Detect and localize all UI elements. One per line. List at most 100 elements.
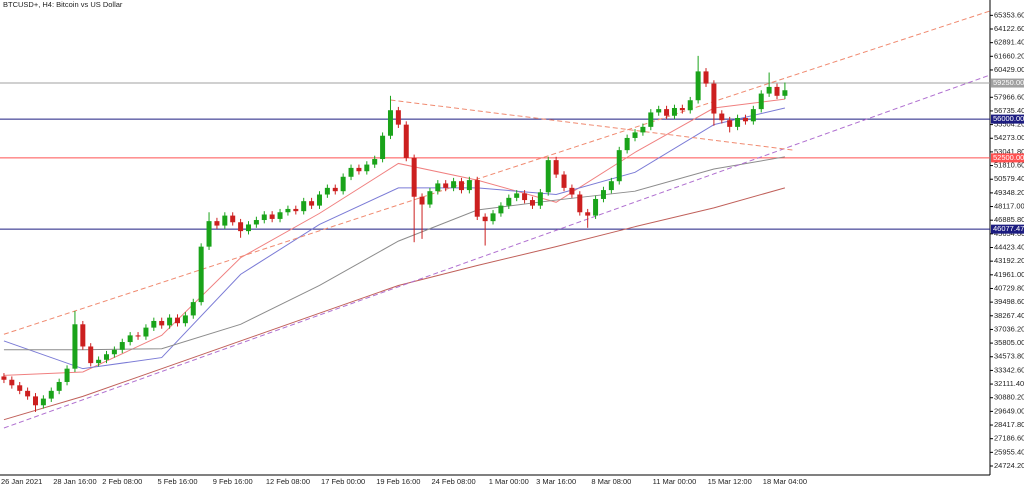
trend-line: [3, 10, 990, 335]
candle-body: [569, 187, 575, 195]
candle-body: [64, 368, 70, 382]
x-tick-label: 9 Feb 16:00: [213, 477, 253, 486]
candle-body: [585, 212, 591, 216]
y-tick-label: 29649.00: [994, 406, 1024, 415]
level-label-box: [991, 153, 1024, 163]
candle-body: [640, 126, 646, 133]
candle-body: [451, 181, 457, 188]
y-tick-label: 38267.40: [994, 311, 1024, 320]
level-label-box: [991, 114, 1024, 124]
candle-body: [301, 201, 307, 212]
candle-body: [616, 150, 622, 182]
candle-body: [758, 93, 764, 110]
moving-average: [3, 187, 786, 421]
level-label-box: [991, 78, 1024, 88]
y-tick-label: 48117.00: [994, 202, 1024, 211]
y-tick-label: 24724.20: [994, 461, 1024, 470]
y-tick-label: 53041.80: [994, 147, 1024, 156]
candle-body: [206, 221, 212, 247]
candle-body: [127, 335, 133, 343]
y-tick-label: 28417.80: [994, 420, 1024, 429]
candle-body: [727, 120, 733, 127]
level-label: 52500.00: [993, 153, 1024, 162]
y-tick-label: 56735.40: [994, 106, 1024, 115]
candle-body: [443, 183, 449, 188]
y-tick-label: 51810.60: [994, 161, 1024, 170]
candle-body: [577, 194, 583, 213]
candle-body: [80, 324, 86, 347]
candle-body: [88, 346, 94, 364]
moving-average: [3, 98, 785, 376]
candle-body: [750, 109, 756, 122]
trend-line: [390, 99, 793, 151]
candle-body: [143, 327, 149, 337]
candle-body: [664, 109, 670, 116]
candle-body: [395, 110, 401, 125]
candle-body: [679, 108, 685, 111]
candle-body: [498, 205, 504, 214]
candle-body: [593, 198, 599, 216]
level-label: 46077.47: [993, 224, 1024, 233]
candle-body: [167, 317, 173, 326]
candle-body: [261, 214, 267, 221]
candle-body: [529, 200, 535, 206]
candle-body: [198, 246, 204, 303]
candle-body: [324, 187, 330, 195]
candle-body: [703, 71, 709, 84]
x-tick-label: 8 Mar 08:00: [591, 477, 631, 486]
x-tick-label: 19 Feb 16:00: [376, 477, 420, 486]
level-label-box: [991, 224, 1024, 234]
y-tick-label: 30880.20: [994, 393, 1024, 402]
candle-body: [553, 160, 559, 175]
y-tick-label: 33342.60: [994, 365, 1024, 374]
y-tick-label: 49348.20: [994, 188, 1024, 197]
candle-body: [159, 320, 165, 326]
candle-body: [506, 197, 512, 206]
candle-body: [182, 315, 188, 324]
candle-body: [332, 187, 338, 192]
y-tick-label: 32111.40: [994, 379, 1024, 388]
x-tick-label: 17 Feb 00:00: [321, 477, 365, 486]
candle-body: [348, 167, 354, 177]
candle-body: [238, 222, 244, 232]
x-tick-label: 1 Mar 00:00: [489, 477, 529, 486]
candle-body: [293, 208, 299, 212]
candle-body: [364, 164, 370, 172]
candle-body: [435, 183, 441, 192]
candle-body: [782, 90, 788, 96]
candle-body: [387, 110, 393, 136]
candle-body: [656, 109, 662, 113]
candle-body: [687, 100, 693, 111]
candle-body: [316, 194, 322, 206]
y-tick-label: 55504.20: [994, 120, 1024, 129]
y-tick-label: 65353.60: [994, 10, 1024, 19]
candle-body: [56, 381, 62, 391]
x-tick-label: 2 Feb 08:00: [102, 477, 142, 486]
candle-body: [40, 398, 46, 406]
candle-body: [632, 132, 638, 138]
candle-body: [269, 214, 275, 219]
x-tick-label: 11 Mar 00:00: [653, 477, 697, 486]
candle-body: [17, 385, 23, 391]
y-tick-label: 34573.80: [994, 352, 1024, 361]
candle-body: [380, 135, 386, 160]
x-tick-label: 28 Jan 16:00: [53, 477, 96, 486]
moving-average: [3, 107, 786, 370]
candle-body: [735, 117, 741, 127]
plot-area: [0, 10, 990, 429]
candle-body: [537, 192, 543, 206]
x-tick-label: 5 Feb 16:00: [157, 477, 197, 486]
candle-body: [490, 213, 496, 222]
candle-body: [474, 180, 480, 217]
candle-body: [151, 320, 157, 328]
candle-body: [624, 137, 630, 151]
candle-body: [309, 201, 315, 206]
trend-line: [3, 74, 990, 429]
level-label: 59250.00: [993, 78, 1024, 87]
candle-body: [774, 86, 780, 96]
candle-body: [1, 376, 7, 380]
candle-body: [25, 390, 31, 397]
y-tick-label: 41961.00: [994, 270, 1024, 279]
candle-body: [32, 396, 38, 406]
candle-body: [419, 196, 425, 205]
